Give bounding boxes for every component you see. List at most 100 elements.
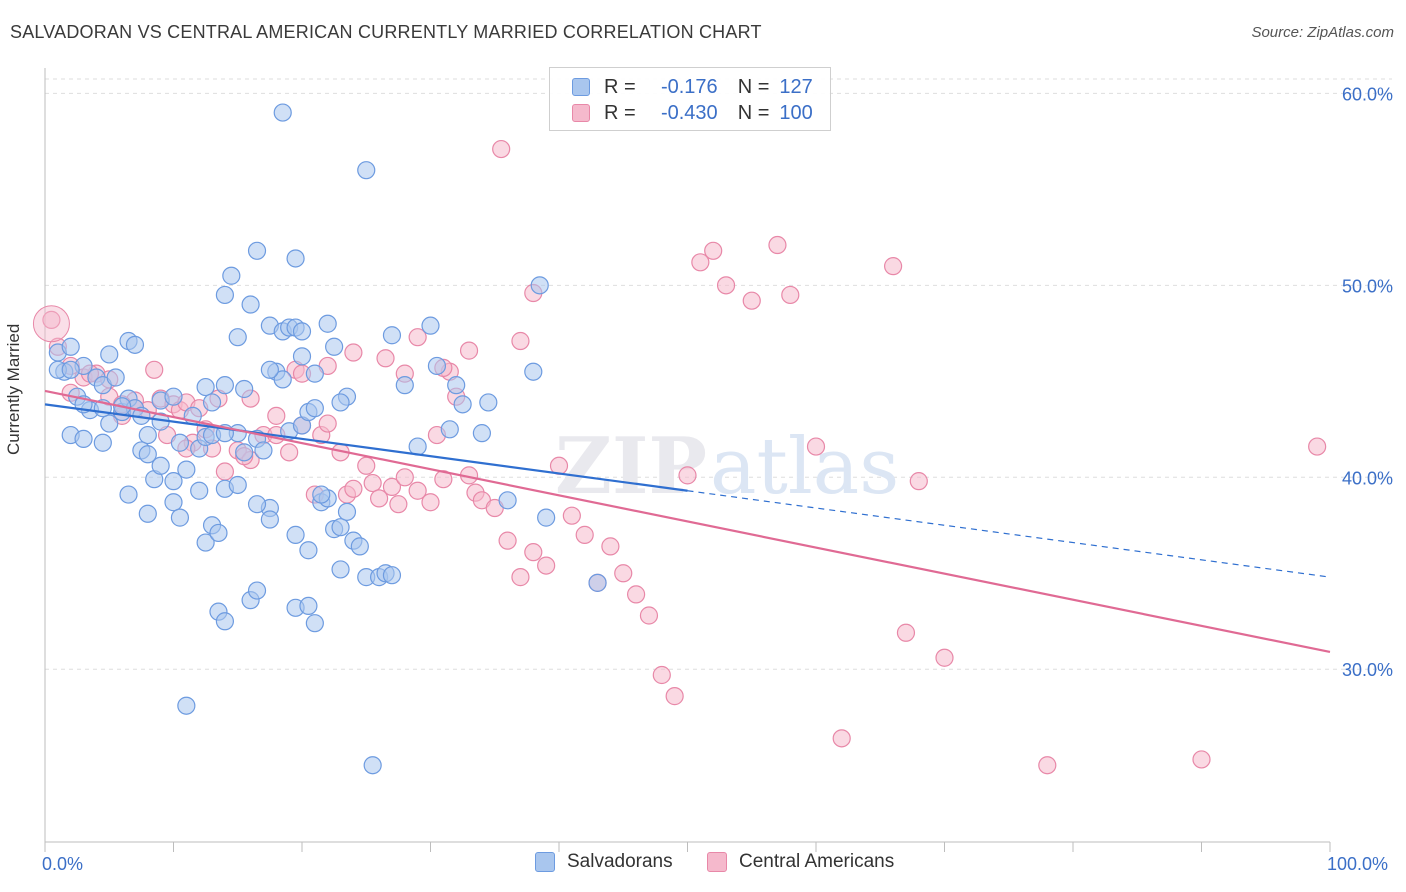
legend-n-value: 127 — [779, 75, 813, 98]
central-americans-point — [357, 456, 376, 475]
series-legend-salvadorans[interactable]: Salvadorans — [535, 851, 673, 873]
central-americans-point — [498, 531, 517, 550]
salvadorans-trend-extension — [687, 490, 1331, 578]
x-tick-label-max: 100.0% — [1327, 854, 1388, 874]
central-americans-point — [267, 406, 286, 425]
salvadorans-point — [299, 541, 318, 560]
salvadorans-point — [299, 596, 318, 616]
salvadorans-point — [241, 295, 260, 314]
salvadorans-point — [363, 756, 382, 775]
salvadorans-point — [61, 360, 80, 379]
central-americans-point — [215, 462, 234, 481]
salvadorans-point — [228, 328, 247, 347]
central-americans-point — [678, 466, 697, 485]
source-label: Source: ZipAtlas.com — [1251, 24, 1394, 41]
central-americans-point — [370, 489, 389, 508]
salvadorans-point — [170, 508, 190, 527]
salvadorans-point — [177, 460, 196, 479]
salvadorans-point — [247, 241, 267, 260]
legend-swatch-pink — [572, 104, 590, 122]
salvadorans-point — [453, 395, 472, 414]
central-americans-trend-line — [44, 389, 1331, 654]
central-americans-point — [459, 341, 479, 360]
central-americans-point-large — [32, 305, 70, 343]
salvadorans-point — [286, 525, 305, 544]
salvadorans-point — [331, 518, 350, 537]
series-legend-central-americans[interactable]: Central Americans — [707, 851, 894, 873]
central-americans-point — [421, 493, 440, 512]
central-americans-point — [376, 349, 395, 368]
correlation-legend: R = -0.176 N = 127 R = -0.430 N = 100 — [549, 67, 831, 131]
salvadorans-point — [357, 161, 376, 180]
salvadorans-point — [350, 537, 369, 556]
central-americans-point — [806, 437, 826, 456]
salvadorans-point — [524, 362, 543, 381]
salvadorans-point — [273, 103, 292, 122]
salvadorans-point — [331, 560, 350, 579]
salvadorans-point — [164, 387, 183, 406]
salvadorans-point — [100, 345, 119, 364]
central-americans-point — [42, 310, 61, 329]
series-swatch-pink — [707, 852, 727, 872]
salvadorans-point — [215, 285, 234, 305]
salvadorans-point — [325, 337, 344, 356]
central-americans-point — [434, 470, 453, 489]
central-americans-point — [652, 665, 671, 685]
salvadorans-point — [235, 379, 254, 399]
salvadorans-point — [260, 360, 279, 379]
central-americans-point — [382, 477, 402, 496]
salvadorans-point — [228, 475, 247, 495]
central-americans-point — [935, 648, 954, 667]
salvadorans-point — [138, 425, 157, 445]
salvadorans-point — [151, 456, 170, 475]
salvadorans-point — [537, 508, 556, 527]
salvadorans-point — [93, 433, 112, 452]
central-americans-point — [1038, 756, 1057, 775]
salvadorans-point — [312, 485, 331, 504]
salvadorans-point — [292, 347, 312, 366]
central-americans-point — [318, 414, 337, 433]
salvadorans-point — [164, 493, 183, 512]
central-americans-point — [1308, 437, 1327, 456]
salvadorans-point — [305, 399, 324, 418]
salvadorans-point — [440, 420, 459, 439]
salvadorans-point — [479, 393, 498, 412]
series-swatch-blue — [535, 852, 555, 872]
legend-n-value: 100 — [779, 101, 813, 124]
salvadorans-point — [530, 276, 549, 295]
central-americans-point — [363, 473, 382, 493]
salvadorans-point — [61, 337, 80, 356]
central-americans-point — [883, 257, 903, 276]
salvadorans-trend-line — [44, 403, 688, 492]
salvadorans-point — [305, 364, 324, 383]
central-americans-point — [280, 443, 299, 462]
salvadorans-point — [498, 491, 517, 510]
salvadorans-point — [196, 533, 215, 552]
legend-r-value: -0.176 — [660, 75, 718, 98]
salvadorans-point — [215, 612, 234, 631]
central-americans-point — [524, 543, 543, 562]
salvadorans-point — [247, 581, 267, 600]
salvadorans-point — [164, 472, 183, 491]
salvadorans-point — [106, 368, 125, 387]
salvadorans-point — [254, 441, 273, 460]
salvadorans-point — [588, 573, 607, 592]
salvadorans-point — [196, 377, 215, 397]
central-americans-point — [639, 606, 659, 625]
legend-r-label: R = — [604, 75, 636, 98]
legend-n-label: N = — [737, 101, 770, 124]
salvadorans-point — [138, 445, 157, 464]
y-tick-label: 30.0% — [1342, 660, 1393, 680]
salvadorans-point — [215, 376, 234, 395]
legend-row-central-americans: R = -0.430 N = 100 — [572, 100, 813, 126]
salvadorans-point — [209, 523, 228, 543]
salvadorans-point — [222, 266, 241, 285]
salvadorans-point — [100, 414, 119, 433]
y-axis-label: Currently Married — [4, 323, 23, 455]
salvadorans-point — [427, 356, 447, 376]
legend-r-label: R = — [604, 101, 636, 124]
x-tick-label-min: 0.0% — [42, 854, 83, 874]
y-tick-label: 60.0% — [1342, 84, 1393, 104]
salvadorans-point — [472, 424, 491, 443]
trend-lines — [44, 389, 1331, 654]
